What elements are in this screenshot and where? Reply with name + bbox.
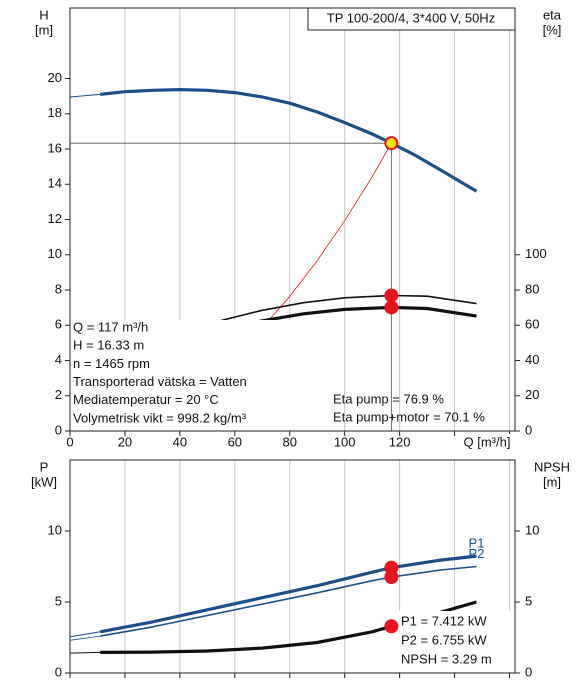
x-tick-label: 80: [283, 434, 297, 449]
chart-title: TP 100-200/4, 3*400 V, 50Hz: [327, 10, 495, 25]
y-tick-label: 14: [48, 176, 62, 191]
y-tick-label: 8: [55, 281, 62, 296]
curve: [100, 88, 478, 193]
eta-annotation: Eta pump = 76.9 %: [333, 391, 444, 406]
info-line: P1 = 7.412 kW: [401, 613, 487, 628]
duty-point: [384, 570, 399, 585]
y-tick-label: 0: [55, 422, 62, 437]
curve: [69, 93, 101, 98]
y-tick-label: 6: [55, 317, 62, 332]
y-tick-label: 18: [48, 105, 62, 120]
info-box-bg: [396, 611, 514, 672]
x-tick-label: 0: [66, 434, 73, 449]
xlabel-bg: [462, 434, 510, 452]
info-line: Mediatemperatur = 20 °C: [73, 392, 219, 407]
plot-frame: [69, 459, 516, 674]
duty-point: [384, 619, 399, 634]
curve: [99, 554, 477, 634]
y2-axis-label: eta: [543, 7, 562, 22]
y2-tick-label: 10: [525, 522, 539, 537]
series-label: P2: [469, 546, 485, 561]
y2-tick-label: 0: [525, 664, 532, 679]
y2-tick-label: 60: [525, 317, 539, 332]
y2-tick-label: 20: [525, 387, 539, 402]
y2-tick-label: 100: [525, 246, 547, 261]
y-tick-label: 2: [55, 387, 62, 402]
info-line: Volymetrisk vikt = 998.2 kg/m³: [73, 410, 247, 425]
y2-tick-label: 80: [525, 281, 539, 296]
x-tick-label: 60: [228, 434, 242, 449]
y2-axis-label: [m]: [543, 474, 561, 489]
y-tick-label: 12: [48, 211, 62, 226]
info-line: P2 = 6.755 kW: [401, 632, 487, 647]
info-line: H = 16.33 m: [73, 338, 144, 353]
y2-axis-label: NPSH: [534, 459, 570, 474]
y-axis-label: H: [39, 7, 48, 22]
curve: [220, 294, 477, 322]
info-line: Transporterad vätska = Vatten: [73, 374, 247, 389]
y-axis-label: [m]: [35, 22, 53, 37]
y-axis-label: [kW]: [31, 474, 57, 489]
eta-annotation: Eta pump+motor = 70.1 %: [333, 410, 485, 425]
y-tick-label: 4: [55, 352, 62, 367]
y-tick-label: 5: [55, 593, 62, 608]
curve: [69, 635, 101, 641]
curve: [69, 651, 101, 654]
y2-axis-label: [%]: [543, 22, 562, 37]
x-tick-label: 100: [334, 434, 356, 449]
y2-tick-label: 0: [525, 422, 532, 437]
y-tick-label: 16: [48, 140, 62, 155]
curve: [100, 565, 477, 637]
title-box: [307, 7, 516, 31]
duty-point: [384, 300, 399, 315]
y2-tick-label: 5: [525, 593, 532, 608]
y-tick-label: 10: [48, 246, 62, 261]
info-line: Q = 117 m³/h: [73, 319, 148, 334]
series-label: P1: [469, 536, 485, 551]
x-tick-label: 40: [173, 434, 187, 449]
y-tick-label: 10: [48, 522, 62, 537]
plot: 0 2 4 6 8 10 12 14 16 18 20 0 20 40 60 80 100 H[m] eta[%] 0…: [35, 7, 562, 452]
info-line: n = 1465 rpm: [73, 356, 150, 371]
info-box-bg: [71, 320, 303, 430]
y-axis-label: P: [40, 459, 49, 474]
duty-point: [384, 136, 399, 151]
duty-point: [384, 288, 399, 303]
y2-tick-label: 40: [525, 352, 539, 367]
x-tick-label: 20: [118, 434, 132, 449]
x-tick-label: 120: [389, 434, 411, 449]
y-tick-label: 0: [55, 664, 62, 679]
curve: [261, 143, 392, 329]
x-axis-label: Q [m³/h]: [464, 434, 511, 449]
info-line: NPSH = 3.29 m: [401, 651, 492, 666]
y-tick-label: 20: [48, 70, 62, 85]
curve: [69, 631, 101, 638]
